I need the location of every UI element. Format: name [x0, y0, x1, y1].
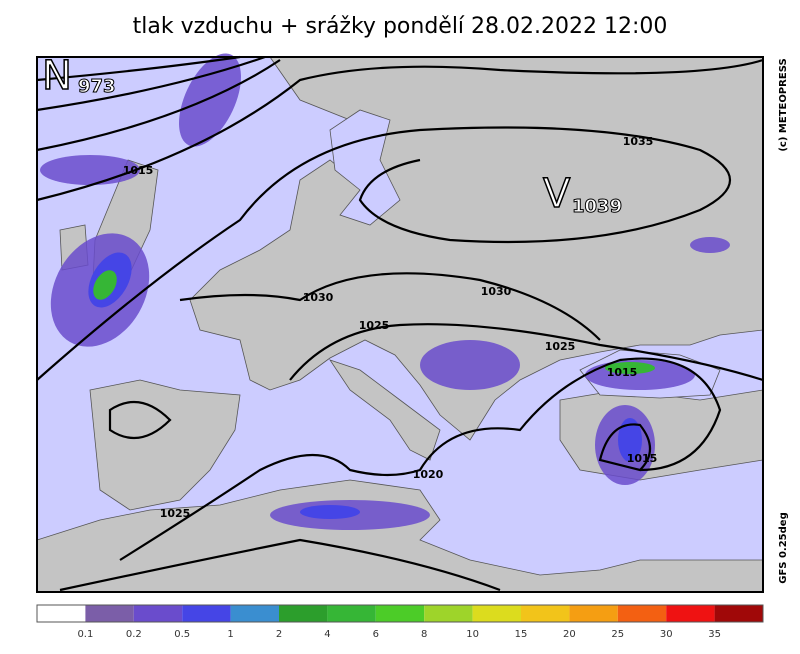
legend-swatch — [714, 605, 763, 622]
isobar-label: 1025 — [545, 340, 576, 353]
title: tlak vzduchu + srážky pondělí 28.02.2022… — [133, 14, 668, 39]
iberia — [89, 379, 241, 511]
legend-label: 4 — [324, 629, 330, 640]
legend-label: 6 — [373, 629, 379, 640]
legend-label: 1 — [227, 629, 233, 640]
legend-swatch — [617, 605, 667, 622]
legend-swatch — [85, 605, 134, 622]
center-value: 1039 — [572, 196, 622, 217]
legend-swatch — [472, 605, 521, 622]
isobars — [36, 55, 764, 592]
precipitation — [40, 53, 730, 530]
legend-label: 35 — [708, 629, 721, 640]
legend-swatch — [133, 605, 183, 622]
baltic — [329, 109, 401, 226]
legend-swatch — [521, 605, 570, 622]
center-value: 973 — [78, 76, 116, 97]
legend-frame — [36, 604, 764, 623]
legend-label: 0.2 — [126, 629, 142, 640]
legend-swatch — [327, 605, 376, 622]
legend-label: 25 — [611, 629, 624, 640]
isobar-label: 1020 — [413, 468, 444, 481]
legend-label: 2 — [276, 629, 282, 640]
credit: GFS 0.25deg — [778, 512, 789, 584]
isobar-label: 1030 — [303, 291, 334, 304]
isobar-label: 1030 — [481, 285, 512, 298]
legend-label: 8 — [421, 629, 427, 640]
legend: 0.1 0.2 0.5 1 2 4 6 8 10 15 20 25 30 35 — [36, 604, 764, 640]
isobar-label: 1015 — [627, 452, 658, 465]
legend-swatch — [666, 605, 715, 622]
legend-label: 10 — [466, 629, 479, 640]
legend-label: 0.1 — [77, 629, 93, 640]
isobar-label: 1025 — [160, 507, 191, 520]
legend-swatch — [37, 605, 86, 622]
legend-label: 15 — [515, 629, 528, 640]
legend-swatch — [279, 605, 328, 622]
legend-swatch — [375, 605, 425, 622]
italy — [329, 359, 441, 461]
legend-swatch — [182, 605, 231, 622]
isobar-label: 1015 — [123, 164, 154, 177]
map: 1015 1035 1030 1030 1025 1025 1015 1015 … — [36, 52, 764, 593]
legend-swatch — [230, 605, 279, 622]
legend-label: 30 — [660, 629, 673, 640]
credit: (c) METEOPRESS — [778, 58, 789, 151]
isobar-label: 1035 — [623, 135, 654, 148]
center-letter: V — [543, 171, 571, 217]
legend-label: 0.5 — [174, 629, 190, 640]
isobar-label: 1015 — [607, 366, 638, 379]
center-letter: N — [42, 53, 72, 99]
isobar-label: 1025 — [359, 319, 390, 332]
map-frame — [36, 56, 764, 593]
africa — [36, 479, 764, 593]
legend-label: 20 — [563, 629, 576, 640]
legend-swatch — [569, 605, 618, 622]
legend-swatch — [424, 605, 473, 622]
